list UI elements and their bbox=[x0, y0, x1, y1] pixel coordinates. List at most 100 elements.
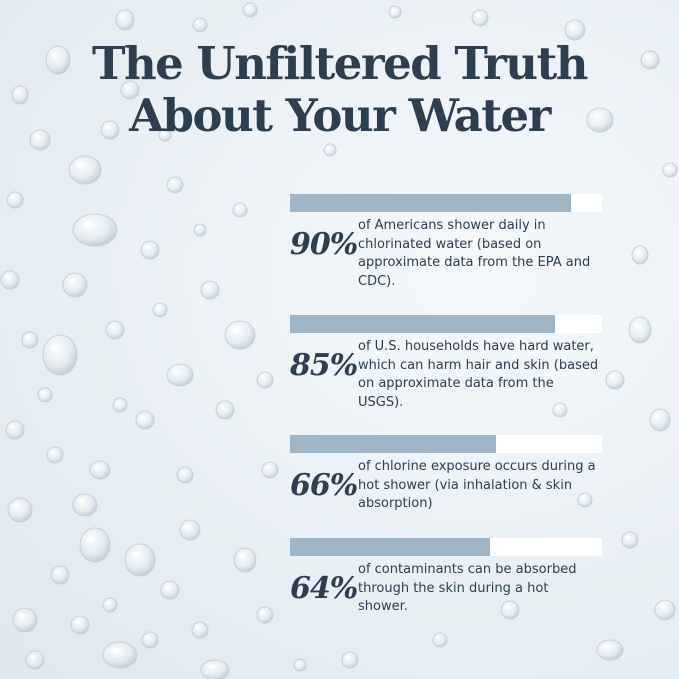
water-droplet bbox=[120, 80, 140, 100]
water-droplet bbox=[141, 631, 159, 649]
water-droplet-highlight bbox=[196, 226, 200, 229]
water-droplet bbox=[70, 615, 90, 635]
water-droplet-highlight bbox=[75, 620, 80, 624]
water-droplet bbox=[649, 408, 671, 432]
water-droplet-highlight bbox=[110, 325, 115, 329]
water-droplet-highlight bbox=[5, 275, 10, 279]
water-droplet-highlight bbox=[633, 323, 640, 328]
water-droplet bbox=[605, 370, 625, 390]
water-droplet bbox=[89, 460, 111, 480]
water-droplet-highlight bbox=[156, 306, 160, 309]
water-droplet bbox=[261, 461, 279, 479]
water-droplet-highlight bbox=[260, 610, 265, 614]
water-droplet-highlight bbox=[94, 465, 100, 469]
water-droplet-highlight bbox=[82, 221, 94, 228]
water-droplet bbox=[200, 659, 230, 679]
stat-description: of contaminants can be absorbed through … bbox=[358, 562, 577, 614]
water-droplet-highlight bbox=[110, 648, 120, 653]
stat-description: of chlorine exposure occurs during a hot… bbox=[358, 459, 596, 511]
water-droplet-highlight bbox=[120, 14, 125, 19]
water-droplet-highlight bbox=[131, 551, 140, 558]
water-droplet-highlight bbox=[10, 425, 15, 429]
water-droplet bbox=[29, 129, 51, 151]
water-droplet-highlight bbox=[635, 250, 640, 254]
water-droplet bbox=[640, 50, 660, 70]
water-droplet bbox=[166, 176, 184, 194]
water-droplet bbox=[176, 466, 194, 484]
water-droplet bbox=[100, 120, 120, 140]
water-droplet bbox=[105, 320, 125, 340]
stat-percent: 64% bbox=[290, 571, 358, 606]
water-droplet bbox=[72, 213, 118, 247]
water-droplet bbox=[102, 597, 118, 613]
water-droplet-highlight bbox=[10, 195, 15, 199]
water-droplet bbox=[179, 519, 201, 541]
water-droplet-highlight bbox=[196, 21, 200, 24]
water-droplet-highlight bbox=[645, 55, 650, 59]
water-droplet-highlight bbox=[180, 470, 185, 474]
water-droplet bbox=[102, 641, 138, 669]
water-droplet-highlight bbox=[13, 503, 20, 508]
water-droplet-highlight bbox=[105, 125, 110, 129]
water-droplet bbox=[388, 5, 402, 19]
water-droplet bbox=[62, 272, 88, 298]
stat-bar-fill bbox=[290, 315, 556, 333]
stat-bar-fill bbox=[290, 194, 571, 212]
title-line-1: The Unfiltered Truth bbox=[91, 37, 589, 90]
water-droplet bbox=[42, 334, 78, 376]
water-droplet bbox=[564, 19, 586, 41]
water-droplet-highlight bbox=[78, 499, 85, 504]
water-droplet bbox=[12, 607, 38, 633]
water-droplet-highlight bbox=[592, 113, 600, 118]
stat-bar-fill bbox=[290, 538, 490, 556]
water-droplet bbox=[654, 599, 676, 621]
water-droplet-highlight bbox=[236, 206, 240, 209]
water-droplet-highlight bbox=[106, 601, 110, 604]
water-droplet bbox=[256, 371, 274, 389]
water-droplet-highlight bbox=[86, 535, 95, 543]
water-droplet-highlight bbox=[50, 344, 60, 352]
water-droplet bbox=[37, 387, 53, 403]
water-droplet bbox=[160, 580, 180, 600]
stat-bar-track bbox=[290, 435, 602, 453]
stat-percent: 90% bbox=[290, 227, 358, 262]
water-droplet-highlight bbox=[25, 335, 30, 339]
water-droplet bbox=[45, 45, 71, 75]
water-droplet-highlight bbox=[41, 391, 45, 394]
water-droplet bbox=[135, 410, 155, 430]
water-droplet bbox=[50, 565, 70, 585]
water-droplet-highlight bbox=[207, 664, 215, 669]
water-droplet-highlight bbox=[15, 90, 20, 94]
title-line-2: About Your Water bbox=[129, 89, 551, 142]
water-droplet-highlight bbox=[205, 285, 210, 289]
water-droplet bbox=[471, 9, 489, 27]
water-droplet bbox=[79, 527, 111, 563]
stat-description: of Americans shower daily in chlorinated… bbox=[358, 218, 591, 289]
water-droplet-highlight bbox=[296, 661, 300, 664]
water-droplet-highlight bbox=[50, 450, 55, 454]
stat-bar-track bbox=[290, 538, 602, 556]
water-droplet-highlight bbox=[220, 405, 225, 409]
stat-item-3: 66% of chlorine exposure occurs during a… bbox=[290, 435, 602, 514]
water-droplet bbox=[115, 9, 135, 31]
stat-item-1: 90% of Americans shower daily in chlorin… bbox=[290, 194, 602, 291]
water-droplet-highlight bbox=[34, 134, 40, 139]
stat-percent: 85% bbox=[290, 348, 358, 383]
water-droplet bbox=[341, 651, 359, 669]
stat-item-4: 64% of contaminants can be absorbed thro… bbox=[290, 538, 602, 617]
water-droplet-highlight bbox=[30, 655, 35, 659]
water-droplet bbox=[46, 446, 64, 464]
water-droplet bbox=[6, 191, 24, 209]
water-droplet bbox=[200, 280, 220, 300]
water-droplet-highlight bbox=[68, 278, 75, 283]
water-droplet-highlight bbox=[391, 8, 395, 11]
water-droplet bbox=[242, 2, 258, 18]
water-droplet bbox=[166, 363, 194, 387]
water-droplet-highlight bbox=[265, 465, 270, 469]
water-droplet bbox=[193, 223, 207, 237]
stat-bar-track bbox=[290, 315, 602, 333]
water-droplet-highlight bbox=[625, 535, 630, 539]
water-droplet bbox=[215, 400, 235, 420]
water-droplet bbox=[0, 270, 20, 290]
water-droplet-highlight bbox=[161, 131, 165, 134]
